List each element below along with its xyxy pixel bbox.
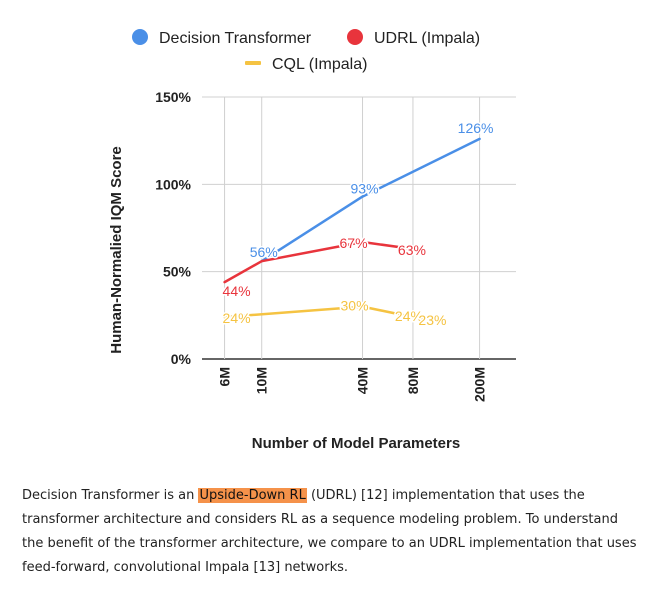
cql-impala-data-label: 23% <box>418 312 446 328</box>
x-axis-label: Number of Model Parameters <box>252 435 460 452</box>
y-tick-label: 0% <box>171 351 192 367</box>
legend-marker-line <box>245 61 261 65</box>
legend-item-udrl-impala: UDRL (Impala) <box>347 29 480 47</box>
legend-label: CQL (Impala) <box>272 56 367 73</box>
udrl-impala-data-label: 44% <box>223 283 251 299</box>
cql-impala-line <box>223 305 444 321</box>
udrl-impala-data-label: 63% <box>398 242 426 258</box>
decision-transformer-line <box>260 137 481 263</box>
x-axis-ticks: 6M 10M 40M 80M 200M <box>217 367 488 402</box>
cql-impala-data-label: 24% <box>223 310 251 326</box>
cql-impala-data-label: 24% <box>395 308 423 324</box>
line-chart: Decision Transformer UDRL (Impala) CQL (Im… <box>108 29 516 452</box>
decision-transformer-data-label: 56% <box>250 244 278 260</box>
x-tick-label: 80M <box>405 367 421 394</box>
cql-impala-data-label: 30% <box>341 298 369 314</box>
x-tick-label: 200M <box>472 367 488 402</box>
legend-label: Decision Transformer <box>159 30 312 47</box>
x-tick-label: 40M <box>355 367 371 394</box>
decision-transformer-data-label: 93% <box>351 181 379 197</box>
y-tick-label: 50% <box>163 264 192 280</box>
legend-item-decision-transformer: Decision Transformer <box>132 29 312 47</box>
caption-paragraph: Decision Transformer is an Upside-Down R… <box>22 484 638 580</box>
highlighted-term: Upside-Down RL <box>198 488 307 503</box>
udrl-impala-line <box>223 240 415 284</box>
caption-text-start: Decision Transformer is an <box>22 488 199 503</box>
y-tick-label: 100% <box>155 176 191 192</box>
chart-legend: Decision Transformer UDRL (Impala) CQL (Im… <box>132 29 480 73</box>
x-tick-label: 10M <box>254 367 270 394</box>
x-tick-label: 6M <box>217 367 233 386</box>
y-axis-label: Human-Normalied IQM Score <box>108 146 125 354</box>
legend-marker-circle <box>347 29 363 45</box>
decision-transformer-data-label: 126% <box>458 120 494 136</box>
chart-grid <box>202 96 516 360</box>
legend-label: UDRL (Impala) <box>374 30 480 47</box>
y-tick-label: 150% <box>155 89 191 105</box>
series-lines <box>223 137 481 321</box>
y-axis-ticks: 0% 50% 100% 150% <box>155 89 191 367</box>
caption-text-end: (UDRL) [12] implementation that uses the… <box>22 488 637 575</box>
data-labels: 56%93%126%44%67% 63%24%30%24%23% <box>221 118 495 329</box>
legend-item-cql-impala: CQL (Impala) <box>245 56 367 73</box>
legend-marker-circle <box>132 29 148 45</box>
udrl-impala-data-label: 67% <box>340 235 368 251</box>
